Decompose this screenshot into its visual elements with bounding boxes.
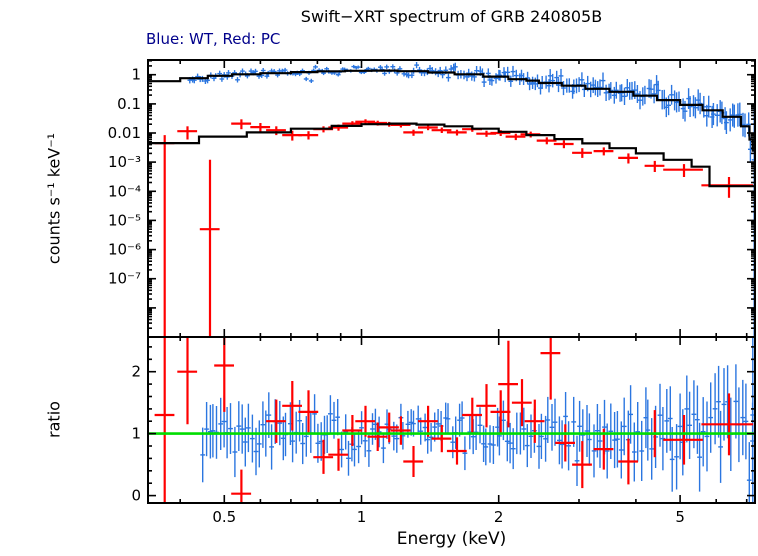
pc-model-line [148, 122, 755, 188]
tick-labels: 1 0.1 0.01 10⁻³ 10⁻⁴ 10⁻⁵ 10⁻⁶ 10⁻⁷ 0 1 2 0.5 1 2 5 [108, 66, 685, 526]
y-tick-label: 1 [131, 66, 141, 84]
y-tick-label: 0.01 [108, 124, 141, 142]
ratio-tick-label: 1 [131, 425, 141, 443]
y-tick-label: 10⁻⁷ [108, 270, 141, 288]
y-axis-label-ratio: ratio [44, 401, 64, 438]
y-tick-label: 10⁻⁶ [108, 241, 141, 259]
x-tick-label: 2 [494, 508, 504, 526]
axis-ticks [148, 59, 755, 503]
x-tick-label: 1 [357, 508, 367, 526]
y-tick-label: 10⁻⁴ [108, 182, 141, 200]
x-axis-label-energy: Energy (keV) [396, 529, 507, 549]
ratio-tick-label: 0 [131, 487, 141, 505]
x-tick-label: 0.5 [212, 508, 236, 526]
y-tick-label: 10⁻³ [108, 153, 141, 171]
chart-subtitle: Blue: WT, Red: PC [146, 30, 281, 48]
ratio-tick-label: 2 [131, 363, 141, 381]
wt-model-line [148, 69, 755, 152]
spectrum-panel-data [148, 62, 755, 337]
y-tick-label: 0.1 [117, 95, 141, 113]
ratio-panel-data [148, 337, 755, 503]
chart-title: Swift−XRT spectrum of GRB 240805B [300, 7, 603, 26]
x-tick-label: 5 [675, 508, 685, 526]
ratio-panel-frame [147, 336, 756, 504]
y-tick-label: 10⁻⁵ [108, 211, 141, 229]
